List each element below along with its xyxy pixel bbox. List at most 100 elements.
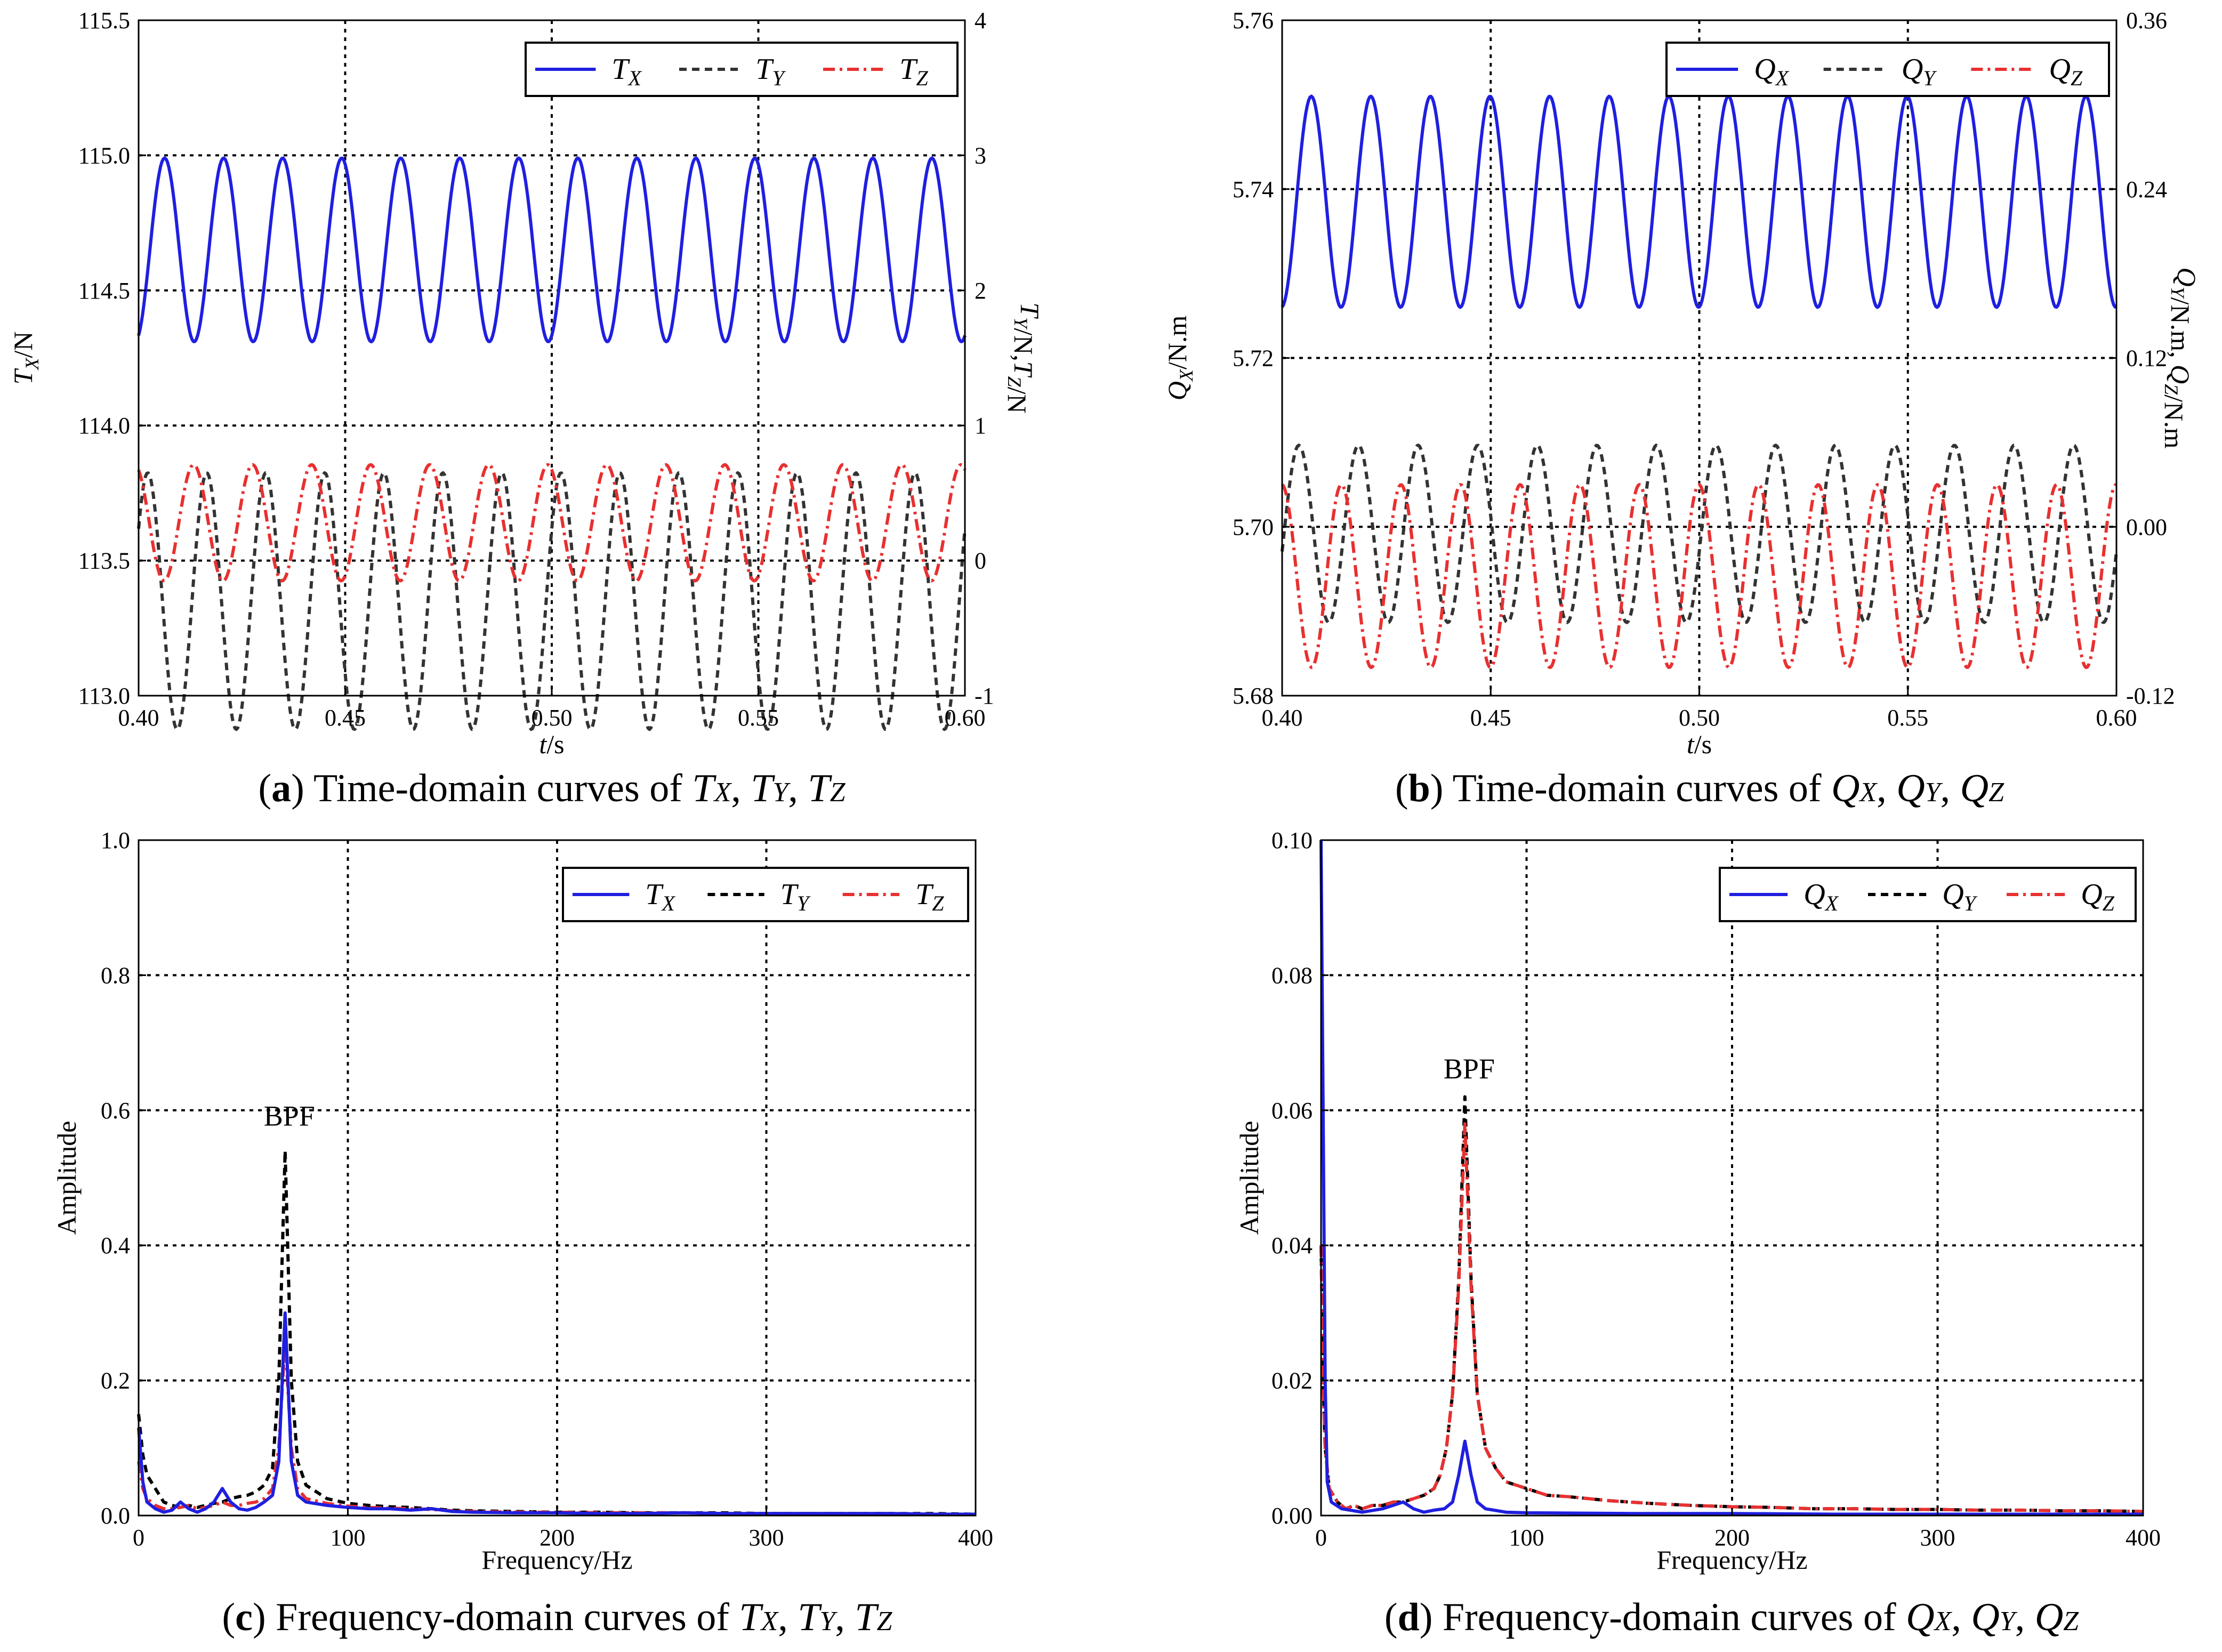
legend-label-qy: QY <box>1902 53 1937 90</box>
bpf-annotation: BPF <box>264 1100 315 1132</box>
caption-a: (a) Time-domain curves of TX, TY, TZ <box>259 767 846 810</box>
panel-b: 0.40 0.45 0.50 0.55 0.60 5.68 5.70 5.72 5.74 5.76… <box>1162 7 2202 759</box>
y-tick-label: 0.10 <box>1271 827 1313 853</box>
y-axis-label-left: QX/N.m <box>1162 316 1197 401</box>
legend-label-tx: TX <box>611 53 642 90</box>
series-ty <box>137 471 967 731</box>
series-tx <box>137 1311 976 1516</box>
bpf-annotation: BPF <box>1444 1053 1495 1085</box>
panel-a: 0.40 0.45 0.50 0.55 0.60 113.0 113.5 114.0 114.5… <box>8 7 1045 759</box>
y-tick-label: 0.0 <box>101 1503 130 1529</box>
panel-c: 0 100 200 300 400 0.0 0.2 0.4 0.6 0.8 1.0 TX TY TZ BPF… <box>52 827 993 1575</box>
x-tick-label: 200 <box>540 1525 575 1551</box>
y-tick-label: 0.00 <box>1271 1503 1313 1529</box>
x-tick-label: 0.45 <box>325 705 366 731</box>
y-tick-label: 113.5 <box>78 548 130 574</box>
y-right-tick-label: 1 <box>975 413 986 439</box>
x-tick-label: 0.50 <box>1679 705 1720 731</box>
legend-box <box>562 867 969 922</box>
series-qx <box>1281 94 2117 309</box>
y-right-tick-label: 0.36 <box>2126 7 2167 34</box>
y-axis-label-left: TX/N <box>8 332 43 385</box>
y-right-tick-label: -0.12 <box>2126 683 2175 709</box>
x-tick-label: 400 <box>2126 1525 2161 1551</box>
legend-box <box>1665 42 2110 97</box>
y-tick-label: 1.0 <box>101 827 130 853</box>
legend-label-tz: TZ <box>915 878 944 915</box>
y-axis-label: Amplitude <box>52 1121 82 1235</box>
y-axis-label: Amplitude <box>1234 1121 1264 1235</box>
legend-label-ty: TY <box>755 53 786 90</box>
x-tick-label: 0.40 <box>1262 705 1303 731</box>
y-tick-label: 0.2 <box>101 1368 130 1394</box>
x-tick-label: 300 <box>1920 1525 1955 1551</box>
legend-label-qz: QZ <box>2081 878 2114 915</box>
y-right-tick-label: 0.12 <box>2126 345 2167 372</box>
y-tick-label: 5.72 <box>1233 345 1274 372</box>
y-right-tick-label: 4 <box>975 7 986 34</box>
y-tick-label: 114.5 <box>78 278 130 304</box>
x-tick-label: 100 <box>331 1525 366 1551</box>
y-right-tick-label: 0 <box>975 548 986 574</box>
y-axis-label-right: TY/N,TZ/N <box>1002 302 1045 413</box>
series-tx <box>137 156 967 344</box>
x-tick-label: 0.50 <box>532 705 573 731</box>
caption-c: (c) Frequency-domain curves of TX, TY, T… <box>222 1595 893 1639</box>
x-axis-label: Frequency/Hz <box>1656 1545 1807 1575</box>
caption-b: (b) Time-domain curves of QX, QY, QZ <box>1395 767 2004 810</box>
y-tick-label: 0.06 <box>1271 1098 1313 1124</box>
y-right-tick-label: 0.24 <box>2126 176 2167 203</box>
y-tick-label: 5.68 <box>1233 683 1274 709</box>
y-right-tick-label: 2 <box>975 278 986 304</box>
y-tick-label: 115.5 <box>78 7 130 34</box>
y-right-tick-label: -1 <box>975 683 994 709</box>
x-axis-label: t/s <box>539 729 564 759</box>
x-tick-label: 300 <box>749 1525 784 1551</box>
legend-label-ty: TY <box>780 878 811 915</box>
x-tick-label: 400 <box>958 1525 993 1551</box>
y-tick-label: 5.74 <box>1233 176 1274 203</box>
x-axis-label: Frequency/Hz <box>481 1545 632 1575</box>
x-tick-label: 0.60 <box>2096 705 2137 731</box>
y-tick-label: 5.76 <box>1233 7 1274 34</box>
series-qx <box>1319 840 2143 1516</box>
legend-label-qx: QX <box>1754 53 1789 90</box>
legend-label-qy: QY <box>1942 878 1977 915</box>
caption-d: (d) Frequency-domain curves of QX, QY, Q… <box>1384 1595 2079 1639</box>
legend-label-tx: TX <box>645 878 675 915</box>
y-axis-label-right: QY/N.m, QZ/N.m <box>2159 267 2202 448</box>
y-tick-label: 0.8 <box>101 962 130 988</box>
captions: (a) Time-domain curves of TX, TY, TZ (b) … <box>222 767 2080 1639</box>
x-tick-label: 100 <box>1509 1525 1544 1551</box>
legend-box <box>525 42 959 97</box>
legend-label-qz: QZ <box>2049 53 2083 90</box>
x-axis-label: t/s <box>1687 729 1712 759</box>
x-tick-label: 0 <box>133 1525 144 1551</box>
y-tick-label: 0.08 <box>1271 962 1313 988</box>
y-right-tick-label: 0.00 <box>2126 514 2167 540</box>
series-qz <box>1281 483 2118 670</box>
y-tick-label: 0.02 <box>1271 1368 1313 1394</box>
x-tick-label: 0.40 <box>118 705 159 731</box>
legend-box <box>1719 867 2137 922</box>
y-right-tick-label: 3 <box>975 142 986 168</box>
x-tick-label: 0.45 <box>1470 705 1511 731</box>
legend-label-tz: TZ <box>899 53 928 90</box>
y-tick-label: 0.4 <box>101 1232 130 1259</box>
series-qy <box>1281 444 2118 624</box>
x-tick-label: 0.55 <box>738 705 779 731</box>
y-tick-label: 0.04 <box>1271 1232 1313 1259</box>
legend-label-qx: QX <box>1804 878 1839 915</box>
series-tz <box>137 463 967 583</box>
x-tick-label: 0.55 <box>1887 705 1928 731</box>
panel-d: 0 100 200 300 400 0.00 0.02 0.04 0.06 0.08 0.10 QX Q… <box>1234 827 2161 1575</box>
x-tick-label: 0.60 <box>945 705 986 731</box>
y-tick-label: 5.70 <box>1233 514 1274 540</box>
y-tick-label: 113.0 <box>78 683 130 709</box>
x-tick-label: 0 <box>1315 1525 1327 1551</box>
y-tick-label: 114.0 <box>78 413 130 439</box>
y-tick-label: 115.0 <box>78 142 130 168</box>
y-tick-label: 0.6 <box>101 1098 130 1124</box>
x-tick-label: 200 <box>1714 1525 1750 1551</box>
